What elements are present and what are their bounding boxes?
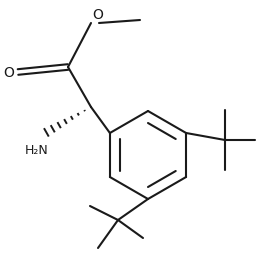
Text: O: O [3,66,14,80]
Text: O: O [92,8,103,22]
Text: H₂N: H₂N [25,144,49,157]
